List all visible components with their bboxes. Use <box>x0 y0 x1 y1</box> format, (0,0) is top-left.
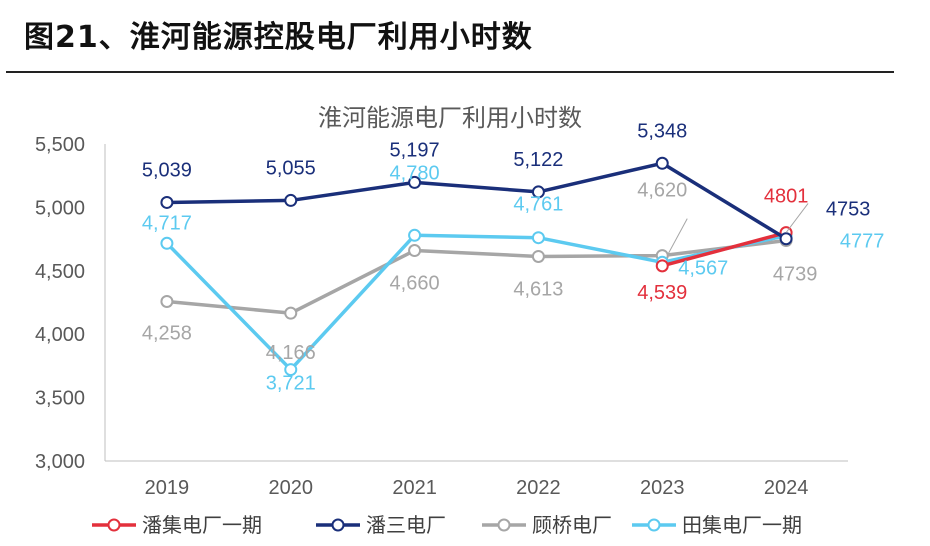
data-label: 4739 <box>773 263 818 285</box>
series-line-3 <box>165 233 787 372</box>
figure-title: 图21、淮河能源控股电厂利用小时数 <box>24 20 533 55</box>
data-label: 3,721 <box>266 373 316 395</box>
legend-item: 潘集电厂一期 <box>92 514 262 537</box>
data-label: 5,197 <box>390 139 440 161</box>
legend: 潘集电厂一期 潘三电厂 顾桥电厂 田集电厂一期 <box>92 514 802 537</box>
legend-swatch-marker <box>497 518 511 532</box>
data-point <box>531 249 545 263</box>
x-axis-ticks: 2019 2020 2021 2022 2023 2024 <box>145 477 809 499</box>
legend-swatch-marker <box>107 518 121 532</box>
y-tick-label: 4,000 <box>35 324 85 346</box>
y-tick-label: 3,500 <box>35 388 85 410</box>
title-rule <box>6 71 894 73</box>
series-line-2 <box>166 238 787 315</box>
data-point <box>655 259 669 273</box>
data-label: 4,166 <box>266 342 316 364</box>
data-point <box>284 363 298 377</box>
data-point <box>284 306 298 320</box>
data-label: 4,620 <box>637 180 687 202</box>
data-label: 4,258 <box>142 322 192 344</box>
data-point <box>655 156 669 170</box>
data-label: 4801 <box>764 186 809 208</box>
data-label: 5,039 <box>142 159 192 181</box>
data-label: 5,055 <box>266 157 316 179</box>
data-label: 5,122 <box>513 149 563 171</box>
chart-title: 淮河能源电厂利用小时数 <box>318 105 582 132</box>
y-tick-label: 3,000 <box>35 451 85 473</box>
data-labels: 4,539 4801 5,039 5,055 5,197 5,122 5,348 4753 4,… <box>142 120 884 394</box>
y-tick-label: 5,500 <box>35 134 85 156</box>
legend-label: 潘集电厂一期 <box>142 514 262 537</box>
x-tick-label: 2019 <box>145 477 190 499</box>
data-point <box>284 193 298 207</box>
data-label: 4,761 <box>513 194 563 216</box>
data-point <box>408 175 422 189</box>
data-label: 4,567 <box>678 257 728 279</box>
data-label: 4777 <box>840 231 885 253</box>
leader-line <box>785 203 809 233</box>
legend-swatch-marker <box>331 518 345 532</box>
series-line-0 <box>661 230 787 268</box>
y-tick-label: 4,500 <box>35 261 85 283</box>
leader-line <box>666 218 688 256</box>
x-tick-label: 2023 <box>640 477 685 499</box>
x-tick-label: 2020 <box>269 477 314 499</box>
legend-item: 田集电厂一期 <box>632 514 802 537</box>
data-label: 4,613 <box>513 278 563 300</box>
legend-item: 潘三电厂 <box>316 514 446 537</box>
legend-item: 顾桥电厂 <box>482 514 612 537</box>
data-label: 4,780 <box>390 162 440 184</box>
x-tick-label: 2021 <box>392 477 437 499</box>
y-tick-label: 5,000 <box>35 197 85 219</box>
x-tick-label: 2022 <box>516 477 561 499</box>
data-point <box>160 236 174 250</box>
legend-label: 田集电厂一期 <box>682 514 802 537</box>
data-label: 4753 <box>826 199 871 221</box>
legend-label: 顾桥电厂 <box>532 514 612 537</box>
data-label: 5,348 <box>637 120 687 142</box>
data-point <box>160 195 174 209</box>
x-tick-label: 2024 <box>764 477 809 499</box>
series-line-1 <box>166 161 787 241</box>
series-lines <box>160 156 793 377</box>
data-point <box>408 228 422 242</box>
data-point <box>531 185 545 199</box>
legend-swatch-marker <box>647 518 661 532</box>
data-label: 4,660 <box>390 273 440 295</box>
y-axis-ticks: 3,000 3,500 4,000 4,500 5,000 5,500 <box>35 134 85 473</box>
data-label: 4,539 <box>637 282 687 304</box>
data-point <box>408 244 422 258</box>
legend-label: 潘三电厂 <box>366 514 446 537</box>
data-point <box>160 294 174 308</box>
data-point <box>531 231 545 245</box>
data-point <box>779 232 793 246</box>
data-label: 4,717 <box>142 212 192 234</box>
